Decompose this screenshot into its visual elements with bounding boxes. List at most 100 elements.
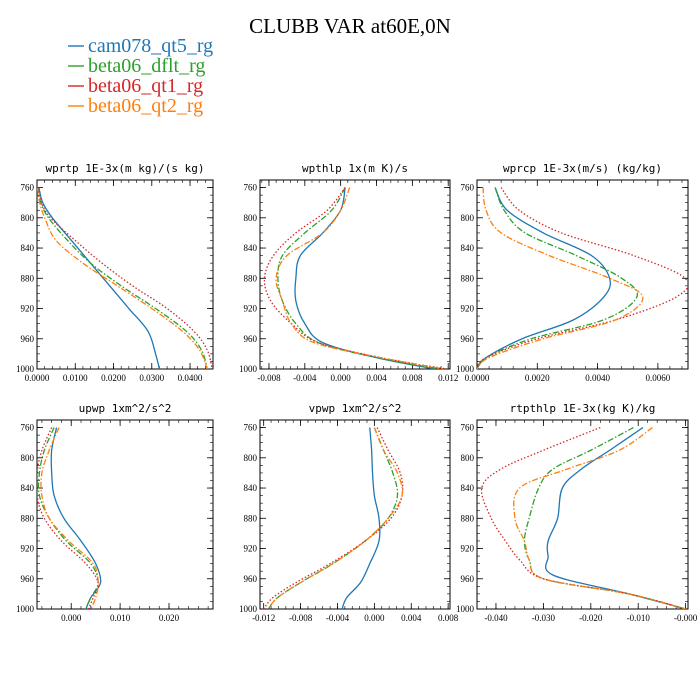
- plot-frame: [476, 419, 689, 610]
- y-tick-label: 760: [461, 423, 475, 433]
- y-tick-label: 960: [244, 574, 258, 584]
- y-tick-label: 840: [244, 483, 258, 493]
- y-tick-label: 880: [461, 513, 475, 523]
- panel-wprtp: wprtp 1E-3x(m kg)/(s kg) 0.0000 0.0100 0.02…: [16, 162, 214, 383]
- x-tick-label: 0.0000: [25, 373, 50, 383]
- series-line-beta06_qt2_rg: [40, 427, 99, 609]
- y-tick-label: 960: [461, 574, 475, 584]
- y-tick-label: 800: [461, 213, 475, 223]
- plot-frame: [259, 419, 451, 610]
- x-tick-label: 0.0200: [101, 373, 126, 383]
- series-group: [477, 187, 688, 369]
- y-tick-label: 840: [21, 483, 35, 493]
- panel-wprcp: wprcp 1E-3x(m/s) (kg/kg) 0.0000 0.0020 0.00…: [456, 162, 689, 383]
- y-tick-label: 760: [21, 423, 35, 433]
- x-tick-label: -0.012: [252, 613, 275, 623]
- y-tick-label: 1000: [16, 604, 35, 614]
- x-tick-label: 0.000: [331, 373, 352, 383]
- x-tick-label: 0.0060: [645, 373, 670, 383]
- y-tick-label: 800: [21, 453, 35, 463]
- y-tick-label: 920: [244, 544, 258, 554]
- x-tick-label: -0.004: [293, 373, 317, 383]
- y-tick-label: 800: [21, 213, 35, 223]
- x-tick-label: -0.020: [579, 613, 603, 623]
- panel-upwp: upwp 1xm^2/s^2 0.000 0.010 0.020 760 800 840 88…: [16, 402, 214, 623]
- series-line-beta06_dflt_rg: [277, 187, 440, 369]
- y-tick-label: 1000: [456, 364, 475, 374]
- x-tick-label: 0.004: [366, 373, 387, 383]
- y-tick-label: 880: [244, 513, 258, 523]
- x-tick-label: 0.000: [61, 613, 82, 623]
- series-line-beta06_qt2_rg: [37, 187, 208, 369]
- x-tick-label: 0.012: [438, 373, 458, 383]
- y-tick-label: 880: [461, 273, 475, 283]
- series-line-cam078_qt5_rg: [294, 187, 435, 369]
- series-line-beta06_dflt_rg: [37, 427, 99, 609]
- y-tick-label: 760: [21, 183, 35, 193]
- y-tick-label: 800: [244, 453, 258, 463]
- legend-item: beta06_qt1_rg: [68, 75, 203, 97]
- panel-title: wpthlp 1x(m K)/s: [302, 162, 408, 175]
- y-tick-label: 880: [21, 513, 35, 523]
- series-line-beta06_qt1_rg: [263, 187, 447, 369]
- x-tick-label: 0.020: [159, 613, 180, 623]
- panel-title: upwp 1xm^2/s^2: [79, 402, 172, 415]
- series-line-beta06_qt1_rg: [37, 187, 213, 369]
- y-tick-label: 760: [244, 183, 258, 193]
- panel-title: wprcp 1E-3x(m/s) (kg/kg): [503, 162, 662, 175]
- y-tick-label: 920: [21, 544, 35, 554]
- y-tick-label: 920: [21, 304, 35, 314]
- y-tick-label: 840: [461, 243, 475, 253]
- x-tick-label: -0.008: [257, 373, 281, 383]
- y-tick-label: 880: [21, 273, 35, 283]
- series-line-beta06_qt1_rg: [37, 427, 99, 609]
- y-tick-label: 760: [244, 423, 258, 433]
- x-tick-label: 0.000: [364, 613, 385, 623]
- x-tick-label: -0.004: [326, 613, 350, 623]
- y-tick-label: 800: [244, 213, 258, 223]
- legend-item: beta06_qt2_rg: [68, 95, 203, 117]
- panel-wpthlp: wpthlp 1x(m K)/s -0.008 -0.004 0.000 0.004 0.…: [239, 162, 458, 383]
- figure-title: CLUBB VAR at60E,0N: [249, 14, 451, 38]
- plot-frame: [36, 179, 214, 370]
- x-tick-label: 0.0300: [139, 373, 164, 383]
- legend-label: beta06_dflt_rg: [88, 55, 205, 77]
- plot-frame: [476, 179, 689, 370]
- panel-title: wprtp 1E-3x(m kg)/(s kg): [46, 162, 205, 175]
- series-line-beta06_dflt_rg: [37, 187, 208, 369]
- series-line-cam078_qt5_rg: [545, 427, 686, 609]
- x-tick-label: 0.008: [402, 373, 423, 383]
- y-tick-label: 920: [461, 544, 475, 554]
- series-line-cam078_qt5_rg: [341, 427, 381, 609]
- series-line-cam078_qt5_rg: [50, 427, 102, 609]
- x-tick-label: -0.000: [674, 613, 698, 623]
- legend-label: cam078_qt5_rg: [88, 35, 213, 57]
- legend-item: cam078_qt5_rg: [68, 35, 213, 57]
- series-line-beta06_qt1_rg: [477, 187, 688, 369]
- x-tick-label: 0.0020: [525, 373, 550, 383]
- y-tick-label: 1000: [16, 364, 35, 374]
- y-tick-label: 960: [21, 334, 35, 344]
- legend-label: beta06_qt2_rg: [88, 95, 203, 117]
- x-tick-label: -0.030: [532, 613, 556, 623]
- y-tick-label: 800: [461, 453, 475, 463]
- y-tick-label: 1000: [456, 604, 475, 614]
- series-line-beta06_qt2_rg: [275, 187, 444, 369]
- series-group: [480, 426, 686, 609]
- y-tick-label: 920: [461, 304, 475, 314]
- plot-frame: [259, 179, 451, 370]
- series-line-beta06_dflt_rg: [267, 427, 399, 609]
- panel-vpwp: vpwp 1xm^2/s^2 -0.012 -0.008 -0.004 0.000 0.0…: [239, 402, 459, 623]
- series-group: [37, 187, 213, 369]
- y-tick-label: 840: [21, 243, 35, 253]
- series-group: [263, 427, 404, 609]
- x-tick-label: 0.0000: [465, 373, 490, 383]
- series-line-cam078_qt5_rg: [477, 187, 612, 369]
- series-line-beta06_qt2_rg: [477, 187, 644, 369]
- series-line-beta06_dflt_rg: [523, 426, 686, 609]
- y-tick-label: 840: [244, 243, 258, 253]
- series-line-beta06_qt2_rg: [513, 427, 686, 609]
- y-tick-label: 960: [21, 574, 35, 584]
- x-tick-label: 0.0100: [63, 373, 88, 383]
